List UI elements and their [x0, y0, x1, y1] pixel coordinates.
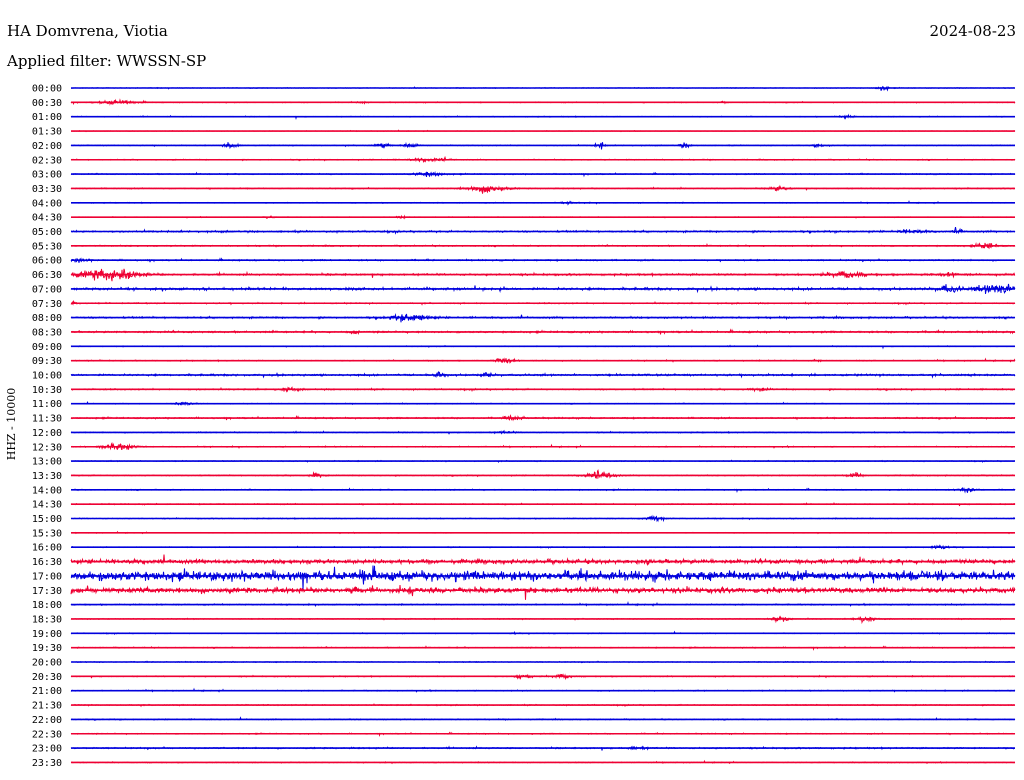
time-label: 09:00 [32, 342, 62, 353]
time-label: 23:00 [32, 744, 62, 755]
time-label: 06:00 [32, 256, 62, 267]
time-label: 10:00 [32, 371, 62, 382]
time-label: 20:30 [32, 672, 62, 683]
time-label: 00:00 [32, 84, 62, 95]
time-label: 17:00 [32, 571, 62, 582]
time-label: 06:30 [32, 270, 62, 281]
time-label: 18:00 [32, 600, 62, 611]
trace-line [70, 469, 1016, 479]
time-label: 09:30 [32, 356, 62, 367]
time-label: 05:00 [32, 227, 62, 238]
trace-line [70, 565, 1016, 591]
trace-line [70, 554, 1016, 567]
time-label: 01:00 [32, 112, 62, 123]
time-label: 03:30 [32, 184, 62, 195]
time-label: 05:30 [32, 241, 62, 252]
date-label: 2024-08-23 [929, 22, 1016, 40]
time-label: 11:00 [32, 399, 62, 410]
time-label: 20:00 [32, 658, 62, 669]
station-title: HA Domvrena, Viotia [7, 22, 168, 40]
trace-line [70, 584, 1016, 600]
time-label: 03:00 [32, 170, 62, 181]
time-label: 10:30 [32, 385, 62, 396]
time-label: 02:00 [32, 141, 62, 152]
time-label: 14:00 [32, 485, 62, 496]
time-label: 18:30 [32, 614, 62, 625]
time-label: 22:30 [32, 729, 62, 740]
time-label: 16:30 [32, 557, 62, 568]
time-label: 19:30 [32, 643, 62, 654]
filter-label: Applied filter: WWSSN-SP [7, 52, 207, 70]
time-label: 00:30 [32, 98, 62, 109]
time-label: 15:00 [32, 514, 62, 525]
time-label: 16:00 [32, 543, 62, 554]
time-label: 23:30 [32, 758, 62, 769]
time-label: 19:00 [32, 629, 62, 640]
time-label: 13:00 [32, 457, 62, 468]
time-label: 08:30 [32, 327, 62, 338]
time-label: 02:30 [32, 155, 62, 166]
time-label: 13:30 [32, 471, 62, 482]
trace-line [70, 184, 1016, 194]
time-label: 17:30 [32, 586, 62, 597]
time-label: 07:00 [32, 284, 62, 295]
time-label: 22:00 [32, 715, 62, 726]
time-label: 12:00 [32, 428, 62, 439]
time-label: 21:30 [32, 701, 62, 712]
time-label: 14:30 [32, 500, 62, 511]
time-label: 21:00 [32, 686, 62, 697]
time-label: 11:30 [32, 414, 62, 425]
time-label: 01:30 [32, 127, 62, 138]
time-label: 08:00 [32, 313, 62, 324]
time-label: 12:30 [32, 442, 62, 453]
time-label: 07:30 [32, 299, 62, 310]
time-label: 15:30 [32, 528, 62, 539]
time-label: 04:30 [32, 213, 62, 224]
time-label: 04:00 [32, 198, 62, 209]
